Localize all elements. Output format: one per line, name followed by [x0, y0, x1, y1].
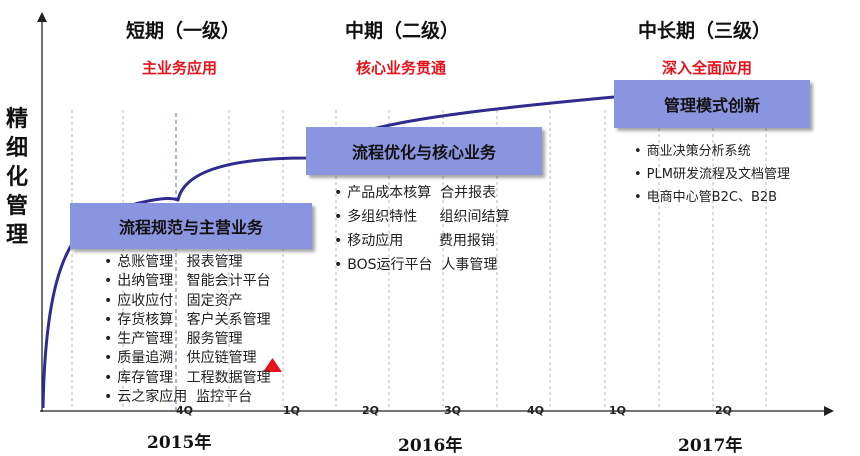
- tick-label: 4Q: [527, 404, 545, 417]
- year-label: 2016年: [398, 436, 463, 456]
- list-item: 电商中心管B2C、B2B: [634, 186, 790, 209]
- phase-subtitle-short: 主业务应用: [142, 59, 218, 77]
- tick-label: 2Q: [715, 404, 733, 417]
- list-item: 库存管理 工程数据管理: [104, 369, 270, 388]
- list-item: 应收应付 固定资产: [104, 292, 271, 311]
- phase-title-long: 中长期（三级）: [638, 20, 772, 42]
- mid-term-list: 产品成本核算 合并报表 多组织特性 组织间结算 移动应用 费用报销 BOS运行平…: [334, 181, 510, 277]
- list-item: BOS运行平台 人事管理: [334, 253, 510, 277]
- list-item: 存货核算 客户关系管理: [104, 311, 270, 330]
- list-item: 云之家应用 监控平台: [104, 388, 271, 407]
- list-item: 生产管理 服务管理: [104, 330, 271, 349]
- list-item: 出纳管理 智能会计平台: [104, 272, 270, 291]
- list-item: 质量追溯 供应链管理: [104, 349, 271, 368]
- phase-subtitle-mid: 核心业务贯通: [356, 59, 447, 77]
- list-item: 商业决策分析系统: [634, 140, 790, 163]
- tick-label: 2Q: [362, 404, 380, 417]
- tick-label: 1Q: [283, 404, 301, 417]
- list-item: PLM研发流程及文档管理: [634, 163, 790, 186]
- list-item: 产品成本核算 合并报表: [334, 181, 510, 205]
- tick-label: 3Q: [444, 404, 462, 417]
- list-item: 总账管理 报表管理: [104, 253, 271, 272]
- list-item: 移动应用 费用报销: [334, 229, 510, 253]
- tick-label: 1Q: [609, 404, 627, 417]
- stage-box-mid: 流程优化与核心业务: [306, 127, 542, 175]
- year-label: 2017年: [678, 436, 743, 456]
- long-term-list: 商业决策分析系统 PLM研发流程及文档管理 电商中心管B2C、B2B: [634, 140, 790, 209]
- growth-curve: [41, 95, 615, 409]
- stage-box-long: 管理模式创新: [614, 80, 810, 128]
- stage-box-short: 流程规范与主营业务: [70, 203, 312, 249]
- short-term-list: 总账管理 报表管理 出纳管理 智能会计平台 应收应付 固定资产 存货核算 客户关…: [104, 253, 271, 407]
- list-item: 多组织特性 组织间结算: [334, 205, 509, 229]
- phase-subtitle-long: 深入全面应用: [662, 59, 753, 77]
- phase-title-short: 短期（一级）: [126, 20, 241, 42]
- year-label: 2015年: [147, 433, 212, 453]
- y-axis-label: 精细化管理: [5, 107, 28, 248]
- tick-label: 4Q: [176, 404, 194, 417]
- phase-title-mid: 中期（二级）: [345, 20, 460, 42]
